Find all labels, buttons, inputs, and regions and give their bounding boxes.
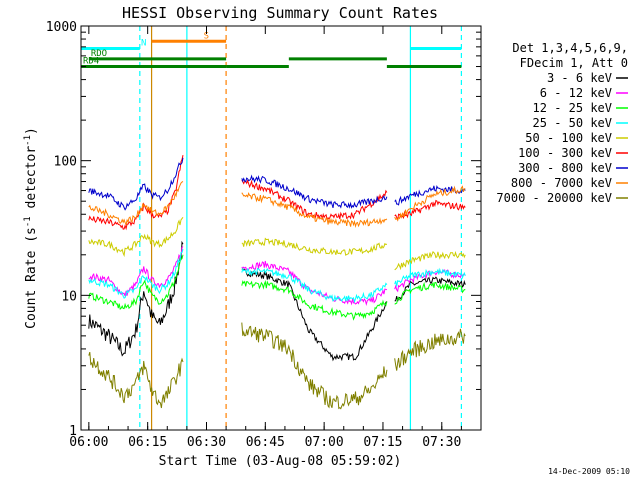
x-tick-label: 06:15 xyxy=(128,435,167,450)
series-12-25-kev xyxy=(241,279,388,321)
legend: Det 1,3,4,5,6,9,FDecim 1, Att 03 - 6 keV… xyxy=(496,41,628,205)
series-6-12-kev xyxy=(88,246,184,297)
x-tick-label: 06:45 xyxy=(246,435,285,450)
series-100-300-kev xyxy=(88,154,184,231)
legend-entry-25-50-kev: 25 - 50 keV xyxy=(533,116,612,130)
legend-header-line: FDecim 1, Att 0 xyxy=(520,56,628,70)
x-tick-label: 07:30 xyxy=(422,435,461,450)
flag-label-rdo: RDO xyxy=(91,49,107,59)
x-tick-label: 07:15 xyxy=(363,435,402,450)
flag-label-n: N xyxy=(141,39,146,49)
series-25-50-kev xyxy=(241,267,388,304)
legend-entry-300-800-kev: 300 - 800 keV xyxy=(518,161,612,175)
series-7000-20000-kev xyxy=(241,322,388,410)
legend-entry-800-7000-kev: 800 - 7000 keV xyxy=(511,176,612,190)
series-3-6-kev xyxy=(241,268,388,362)
plot-frame xyxy=(80,25,482,431)
series-50-100-kev xyxy=(241,237,388,256)
legend-entry-6-12-kev: 6 - 12 keV xyxy=(540,86,612,100)
series-800-7000-kev xyxy=(394,185,466,222)
series-7000-20000-kev xyxy=(394,328,466,371)
x-axis: 06:00 06:15 06:30 06:45 07:00 07:15 07:30 xyxy=(69,26,462,450)
footer-timestamp: 14-Dec-2009 05:10 xyxy=(548,467,630,476)
x-axis-label: Start Time (03-Aug-08 05:59:02) xyxy=(159,454,402,469)
flag-label-rd4: RD4 xyxy=(83,57,99,67)
y-axis: 1 10 100 1000 xyxy=(46,20,481,439)
legend-entry-100-300-kev: 100 - 300 keV xyxy=(518,146,612,160)
series-800-7000-kev xyxy=(241,192,388,228)
series-50-100-kev xyxy=(88,216,184,258)
series-12-25-kev xyxy=(394,281,466,305)
x-tick-label: 06:00 xyxy=(69,435,108,450)
series-25-50-kev xyxy=(394,267,466,287)
chart-title: HESSI Observing Summary Count Rates xyxy=(122,4,438,22)
series-3-6-kev xyxy=(88,240,184,357)
series-25-50-kev xyxy=(88,249,184,299)
series-6-12-kev xyxy=(394,269,466,293)
legend-entry-50-100-kev: 50 - 100 keV xyxy=(525,131,612,145)
x-tick-label: 06:30 xyxy=(187,435,226,450)
x-tick-label: 07:00 xyxy=(305,435,344,450)
series-800-7000-kev xyxy=(88,181,184,226)
y-tick-label: 1000 xyxy=(46,20,77,35)
y-axis-label: Count Rate (s-1 detector-1) xyxy=(23,127,39,329)
series-7000-20000-kev xyxy=(88,351,184,409)
y-tick-label: 1 xyxy=(69,424,77,439)
series-300-800-kev xyxy=(88,157,184,211)
flag-label-s: S xyxy=(204,31,209,41)
series-12-25-kev xyxy=(88,254,184,310)
series-6-12-kev xyxy=(241,260,388,306)
legend-entry-7000-20000-kev: 7000 - 20000 keV xyxy=(496,191,612,205)
series-300-800-kev xyxy=(241,174,388,209)
series-3-6-kev xyxy=(394,276,466,302)
y-tick-label: 100 xyxy=(54,155,77,170)
series-50-100-kev xyxy=(394,250,466,271)
y-tick-label: 10 xyxy=(61,289,77,304)
legend-header-line: Det 1,3,4,5,6,9, xyxy=(512,41,628,55)
legend-entry-3-6-kev: 3 - 6 keV xyxy=(547,71,612,85)
legend-entry-12-25-kev: 12 - 25 keV xyxy=(533,101,612,115)
